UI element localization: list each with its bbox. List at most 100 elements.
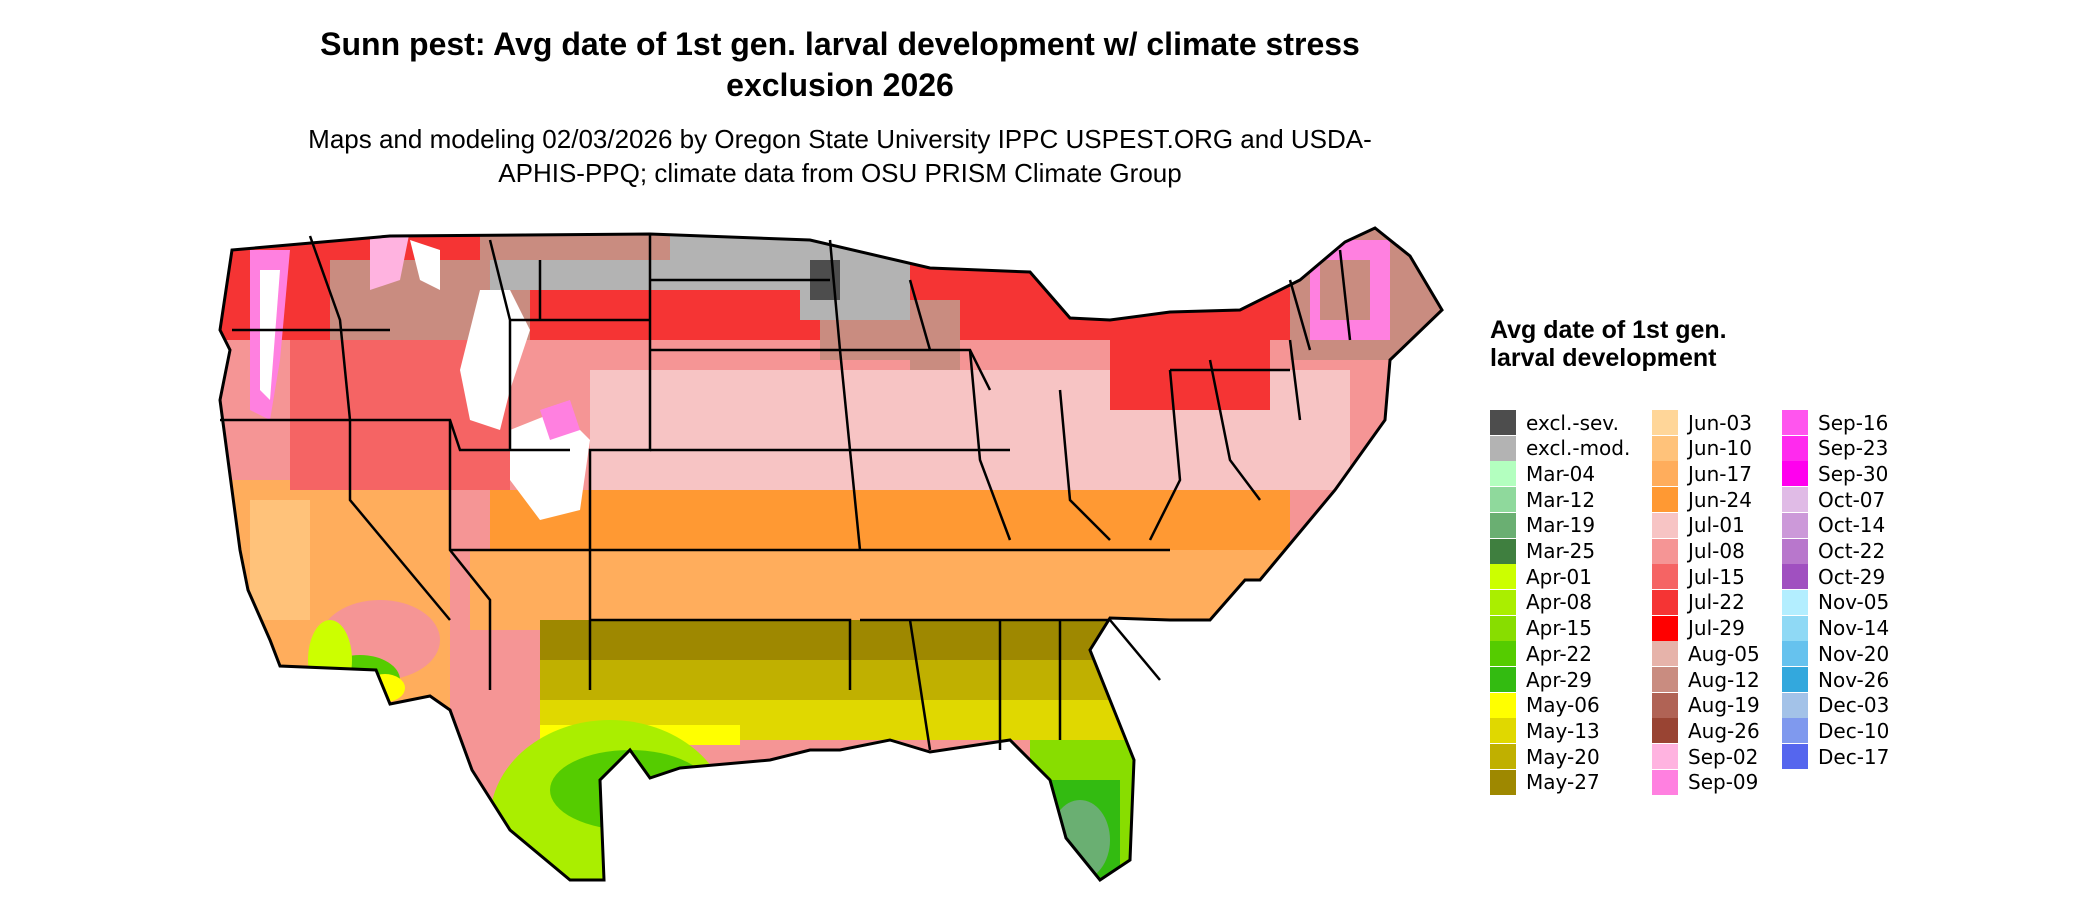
- legend-label: Sep-02: [1688, 744, 1759, 769]
- legend-label: Dec-10: [1818, 718, 1890, 743]
- legend-label: May-27: [1526, 770, 1600, 795]
- legend-label: May-06: [1526, 693, 1600, 718]
- legend-item: Aug-19: [1652, 692, 1760, 718]
- legend-item: Jun-17: [1652, 461, 1752, 487]
- legend-title: Avg date of 1st gen. larval development: [1490, 316, 1727, 372]
- legend-item: excl.-sev.: [1490, 410, 1619, 435]
- legend-label: Oct-22: [1818, 539, 1886, 563]
- legend-item: excl.-mod.: [1490, 435, 1630, 461]
- legend-item: Dec-10: [1782, 718, 1890, 744]
- legend-swatch: [1782, 744, 1808, 770]
- legend-label: Mar-04: [1526, 461, 1596, 486]
- legend-item: Sep-30: [1782, 461, 1889, 487]
- legend-item: Oct-07: [1782, 487, 1885, 513]
- legend-item: Mar-19: [1490, 512, 1596, 538]
- legend-item: Jun-03: [1652, 410, 1752, 435]
- legend-label: Dec-03: [1818, 693, 1890, 718]
- legend-swatch: [1490, 461, 1516, 487]
- legend-label: Oct-14: [1818, 513, 1886, 538]
- legend-item: Mar-04: [1490, 461, 1596, 487]
- legend-label: Sep-30: [1818, 461, 1889, 486]
- legend-swatch: [1490, 410, 1516, 435]
- us-larval-development-map: [218, 226, 1444, 883]
- legend-swatch: [1652, 718, 1678, 744]
- legend-item: Apr-15: [1490, 615, 1592, 641]
- legend-item: Dec-03: [1782, 692, 1890, 718]
- legend-label: Sep-23: [1818, 436, 1889, 461]
- legend-item: Oct-22: [1782, 538, 1886, 564]
- legend-item: Apr-01: [1490, 564, 1592, 590]
- legend-item: Apr-29: [1490, 667, 1592, 692]
- legend-label: Jul-22: [1688, 590, 1745, 615]
- legend-swatch: [1490, 589, 1516, 615]
- legend-item: Dec-17: [1782, 744, 1889, 770]
- legend-swatch: [1652, 461, 1678, 487]
- legend-swatch: [1782, 512, 1808, 538]
- legend-swatch: [1652, 564, 1678, 590]
- state-borders: [220, 234, 1352, 751]
- legend-swatch: [1652, 589, 1678, 615]
- legend-label: Sep-16: [1818, 410, 1889, 435]
- legend-swatch: [1782, 461, 1808, 487]
- legend-label: Aug-12: [1688, 667, 1760, 692]
- legend-label: Mar-19: [1526, 513, 1596, 538]
- legend-swatch: [1782, 692, 1808, 718]
- legend-label: Mar-25: [1526, 539, 1596, 563]
- legend-swatch: [1782, 538, 1808, 564]
- legend-item: Jul-22: [1652, 589, 1745, 615]
- legend-item: Jul-08: [1652, 538, 1745, 564]
- legend-swatch: [1652, 667, 1678, 692]
- legend-item: Sep-23: [1782, 435, 1889, 461]
- legend-swatch: [1490, 615, 1516, 641]
- legend-item: Sep-09: [1652, 769, 1758, 795]
- legend-label: Apr-15: [1526, 616, 1592, 641]
- legend-item: Jun-10: [1652, 435, 1752, 461]
- legend-swatch: [1490, 769, 1516, 795]
- legend-swatch: [1490, 641, 1516, 667]
- legend-label: Apr-22: [1526, 641, 1592, 666]
- legend-swatch: [1782, 410, 1808, 435]
- legend-label: Nov-26: [1818, 667, 1890, 692]
- legend-swatch: [1652, 487, 1678, 513]
- legend-item: Mar-12: [1490, 487, 1595, 513]
- legend-label: Jun-03: [1688, 410, 1752, 435]
- legend-item: Jul-15: [1652, 564, 1745, 590]
- legend-item: Nov-14: [1782, 615, 1890, 641]
- legend-label: Oct-29: [1818, 564, 1886, 589]
- legend-item: Nov-26: [1782, 667, 1889, 692]
- legend-item: Apr-08: [1490, 589, 1592, 615]
- legend-swatch: [1782, 667, 1808, 692]
- legend-label: Nov-20: [1818, 641, 1890, 666]
- legend-label: Jun-17: [1688, 461, 1752, 486]
- legend-label: excl.-sev.: [1526, 410, 1619, 435]
- legend-swatch: [1490, 512, 1516, 538]
- legend-label: Apr-08: [1526, 590, 1592, 615]
- legend-swatch: [1782, 615, 1808, 641]
- legend-swatch: [1490, 538, 1516, 564]
- legend-swatch: [1652, 641, 1678, 667]
- legend-swatch: [1490, 564, 1516, 590]
- legend-label: Nov-14: [1818, 616, 1890, 641]
- legend-item: Sep-16: [1782, 410, 1888, 435]
- legend-label: Jul-01: [1688, 513, 1745, 538]
- legend-label: Jul-15: [1688, 564, 1745, 589]
- legend-label: Apr-01: [1526, 564, 1592, 589]
- legend-swatch: [1782, 435, 1808, 461]
- legend-swatch: [1652, 512, 1678, 538]
- legend-swatch: [1490, 692, 1516, 718]
- legend-item: Oct-29: [1782, 564, 1886, 590]
- legend-item: May-13: [1490, 718, 1600, 744]
- map-title: Sunn pest: Avg date of 1st gen. larval d…: [320, 26, 1360, 103]
- legend-swatch: [1652, 435, 1678, 461]
- legend-swatch: [1782, 641, 1808, 667]
- legend-swatch: [1782, 564, 1808, 590]
- legend-item: Sep-02: [1652, 744, 1759, 770]
- legend-swatch: [1652, 692, 1678, 718]
- legend-item: Jul-29: [1652, 615, 1745, 641]
- legend-label: Aug-05: [1688, 641, 1760, 666]
- legend-swatch: [1490, 718, 1516, 744]
- legend-swatch: [1652, 769, 1678, 795]
- legend-label: Jun-10: [1688, 436, 1752, 461]
- legend-item: Apr-22: [1490, 641, 1592, 667]
- legend-item: Aug-26: [1652, 718, 1760, 744]
